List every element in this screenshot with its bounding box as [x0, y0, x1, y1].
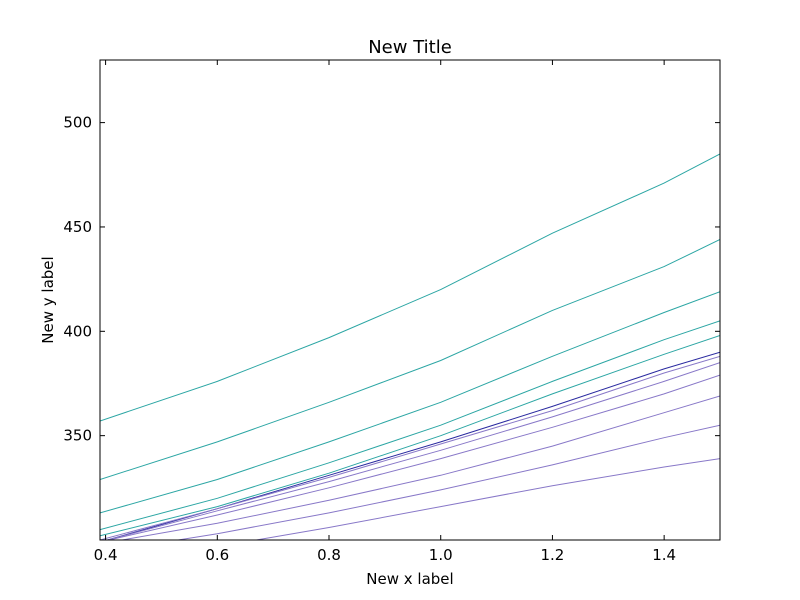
- series-line-9: [106, 374, 720, 540]
- series-layer: [100, 153, 720, 540]
- x-axis-label: New x label: [366, 570, 453, 588]
- y-axis-ticks: 350 400 450 500: [63, 114, 720, 445]
- x-tick-label: 0.8: [317, 546, 341, 564]
- x-tick-label: 1.2: [541, 546, 565, 564]
- x-tick-label: 1.4: [652, 546, 676, 564]
- series-line-7: [100, 355, 720, 540]
- x-axis-ticks: 0.4 0.6 0.8 1.0 1.2 1.4: [94, 60, 676, 564]
- series-line-5: [100, 335, 720, 537]
- series-line-3: [100, 291, 720, 514]
- x-tick-label: 0.4: [94, 546, 118, 564]
- series-line-4: [100, 320, 720, 531]
- x-tick-label: 0.6: [205, 546, 229, 564]
- series-line-8: [105, 362, 720, 540]
- plot-frame: [99, 59, 721, 541]
- x-tick-label: 1.0: [429, 546, 453, 564]
- series-line-1: [100, 153, 720, 422]
- y-tick-label: 450: [63, 218, 92, 236]
- chart-title: New Title: [368, 37, 452, 58]
- y-tick-label: 500: [63, 114, 92, 132]
- series-line-2: [100, 239, 720, 480]
- series-line-10: [122, 395, 720, 540]
- y-axis-label: New y label: [39, 256, 57, 343]
- series-line-11: [178, 424, 720, 540]
- y-tick-label: 400: [63, 322, 92, 340]
- y-tick-label: 350: [63, 427, 92, 445]
- series-line-12: [256, 458, 720, 540]
